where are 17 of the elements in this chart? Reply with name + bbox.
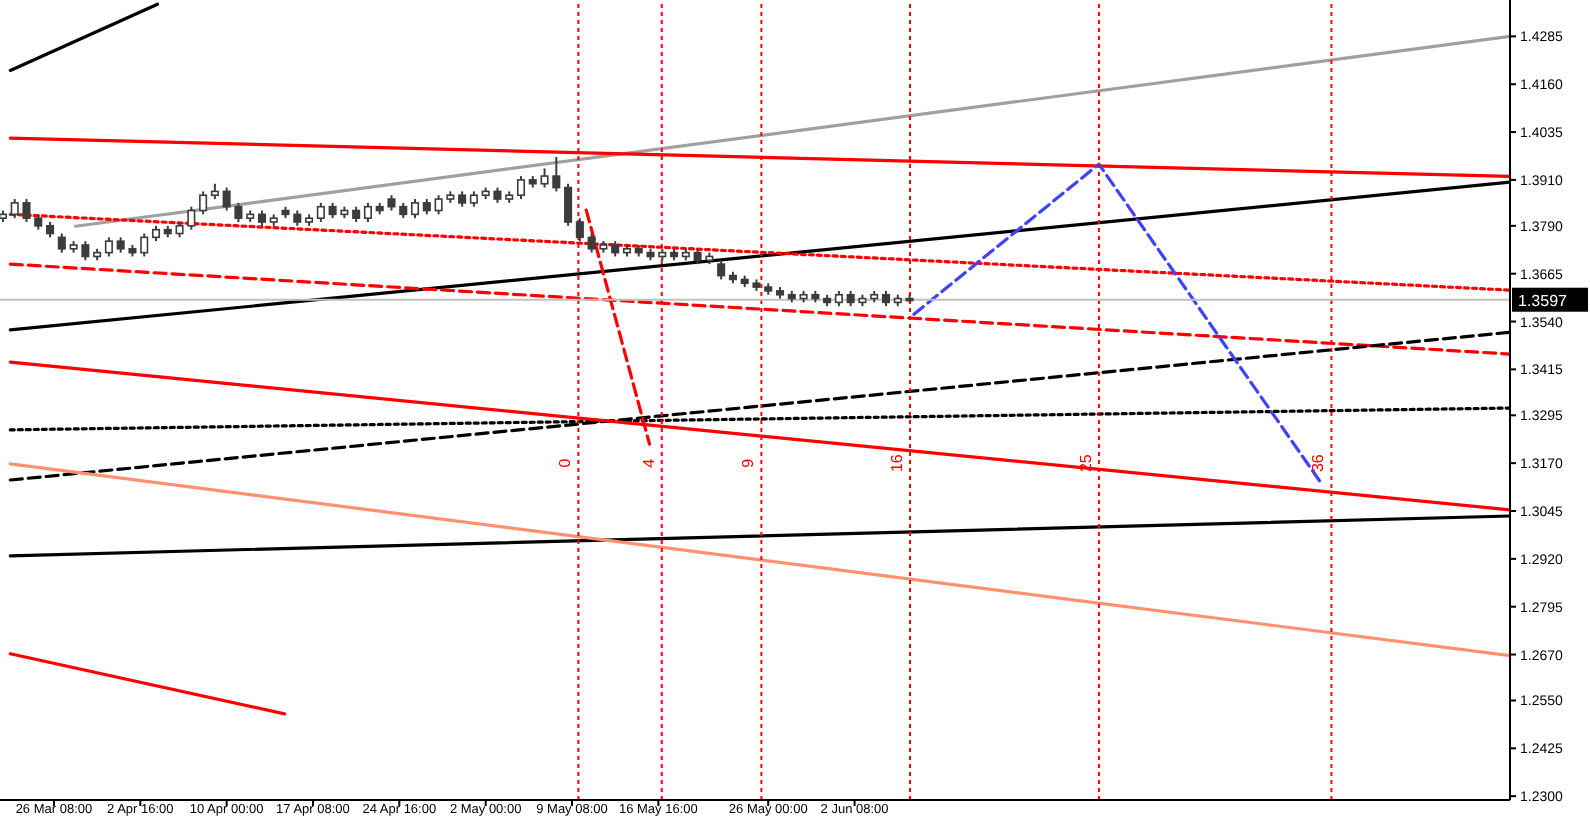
candlestick — [199, 190, 208, 216]
candlestick — [104, 236, 113, 258]
candlestick — [57, 232, 66, 254]
candlestick — [564, 182, 573, 227]
candlestick — [363, 201, 372, 224]
candlestick — [575, 217, 584, 243]
annotation: 16 — [888, 453, 907, 473]
candlestick — [316, 201, 325, 224]
annotation: 36 — [1309, 453, 1328, 473]
ref-line-label: 1.3597 — [1518, 291, 1569, 310]
candlestick — [516, 175, 526, 201]
candlestick — [140, 232, 149, 258]
annotation: 0 — [556, 457, 575, 468]
annotation: 9 — [739, 457, 758, 468]
candlestick — [410, 198, 420, 220]
candlestick — [717, 259, 726, 281]
annotation: 4 — [639, 457, 658, 468]
